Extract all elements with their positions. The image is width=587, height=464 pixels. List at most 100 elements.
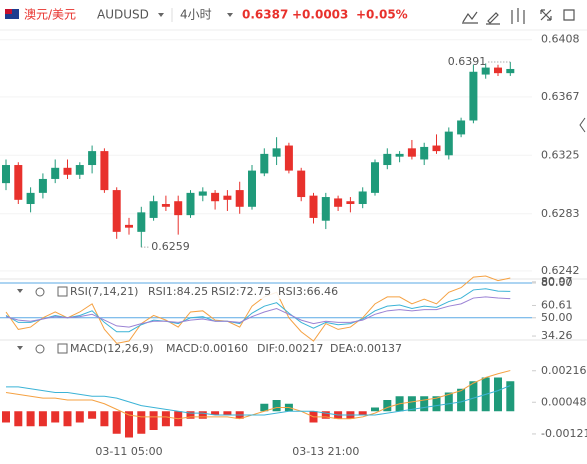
candle-body: [198, 191, 207, 196]
macd-bar: [38, 411, 47, 427]
macd-line: [6, 385, 511, 416]
collapse-icon[interactable]: [17, 289, 23, 293]
candle-body: [506, 68, 515, 74]
x-tick-label: 03-13 21:00: [292, 445, 359, 458]
macd-bar: [260, 403, 269, 412]
macd-line: [5, 370, 511, 420]
candle-body: [223, 195, 232, 200]
macd-bar: [420, 396, 429, 412]
candle-body: [432, 145, 441, 152]
candle-body: [112, 190, 121, 232]
y-tick-label: 0.6325: [541, 148, 580, 161]
draw-icon[interactable]: [486, 12, 500, 25]
settings-icon[interactable]: [35, 287, 45, 297]
rsi-line: [5, 275, 511, 344]
y-tick-label: 80.97: [541, 275, 573, 288]
macd-bar: [371, 407, 379, 412]
candle-body: [407, 148, 416, 157]
collapse-arrow[interactable]: [579, 117, 586, 133]
y-tick-label: 0.00048: [541, 395, 587, 408]
settings-icon[interactable]: [35, 344, 45, 354]
candle-body: [383, 153, 392, 166]
y-tick-label: 50.00: [541, 311, 573, 324]
fullscreen-icon[interactable]: [540, 9, 552, 21]
macd-bar: [407, 396, 416, 412]
macd-bar: [469, 381, 478, 412]
legend-entry: MACD:0.00160: [166, 342, 248, 355]
high-label: 0.6391: [448, 55, 487, 68]
macd-bar: [125, 411, 133, 438]
collapse-icon[interactable]: [17, 346, 23, 350]
candle-body: [260, 153, 269, 174]
macd-bar: [358, 411, 367, 415]
macd-bar: [211, 411, 220, 415]
low-label: 0.6259: [151, 240, 190, 253]
settings-icon[interactable]: [563, 9, 575, 21]
y-tick-label: -0.00121: [541, 427, 587, 440]
macd-bar: [494, 377, 502, 412]
legend-entry: DIF:0.00217: [257, 342, 323, 355]
candle-body: [38, 178, 47, 193]
macd-bar: [383, 400, 392, 412]
candle-body: [371, 162, 379, 193]
chart-type-icon[interactable]: [462, 11, 478, 24]
candle-body: [14, 165, 23, 200]
last-price: 0.6387: [242, 8, 288, 22]
macd-bar: [161, 411, 170, 427]
macd-bar: [198, 411, 207, 419]
candle-body: [444, 131, 453, 156]
candle-body: [211, 192, 220, 202]
candle-body: [309, 195, 318, 218]
candle-body: [346, 201, 355, 205]
candle-body: [395, 153, 404, 157]
macd-bar: [14, 411, 23, 427]
symbol[interactable]: AUDUSD: [97, 8, 149, 22]
candle-body: [137, 212, 146, 232]
candle-body: [358, 191, 367, 205]
price-change-pct: +0.05%: [356, 8, 408, 22]
candle-body: [51, 167, 60, 179]
y-tick-label: 0.6408: [541, 33, 580, 46]
candle-body: [161, 204, 170, 207]
macd-bar: [444, 392, 453, 412]
interval[interactable]: 4小时: [180, 8, 212, 22]
pair-name[interactable]: 澳元/美元: [24, 8, 76, 22]
candle-body: [272, 148, 281, 157]
macd-bar: [63, 411, 72, 427]
price-change: +0.0003: [292, 8, 348, 22]
toggle-icon[interactable]: [57, 286, 68, 297]
y-tick-label: 0.00216: [541, 364, 587, 377]
macd-bar: [51, 411, 60, 423]
macd-bar: [100, 411, 109, 427]
macd-bar: [223, 411, 232, 415]
legend-entry: RSI1:84.25: [148, 285, 208, 298]
candle-body: [75, 165, 84, 175]
candle-body: [321, 197, 330, 221]
candle-body: [100, 151, 109, 191]
macd-bar: [26, 411, 35, 427]
candle-body: [149, 201, 158, 218]
y-tick-label: 80.00: [541, 276, 573, 289]
macd-bar: [2, 411, 10, 423]
macd-bar: [272, 400, 281, 412]
legend-entry: RSI3:66.46: [278, 285, 338, 298]
macd-bar: [457, 388, 466, 412]
macd-bar: [432, 396, 441, 412]
candle-body: [174, 201, 183, 216]
indicator-icon[interactable]: [511, 8, 525, 24]
macd-bar: [75, 411, 84, 423]
rsi-header: [17, 286, 68, 297]
dropdown-arrow[interactable]: [158, 13, 164, 17]
toggle-icon[interactable]: [57, 343, 68, 354]
candle-body: [125, 224, 133, 228]
dropdown-arrow[interactable]: [227, 13, 233, 17]
y-tick-label: 0.6367: [541, 90, 580, 103]
macd-header: [17, 343, 68, 354]
candle-body: [235, 190, 244, 207]
rsi-line: [5, 296, 511, 328]
y-tick-label: 0.6242: [541, 264, 580, 277]
candle-body: [469, 71, 478, 121]
macd-bar: [88, 411, 97, 419]
macd-bar: [321, 411, 330, 419]
macd-bar: [186, 411, 195, 419]
